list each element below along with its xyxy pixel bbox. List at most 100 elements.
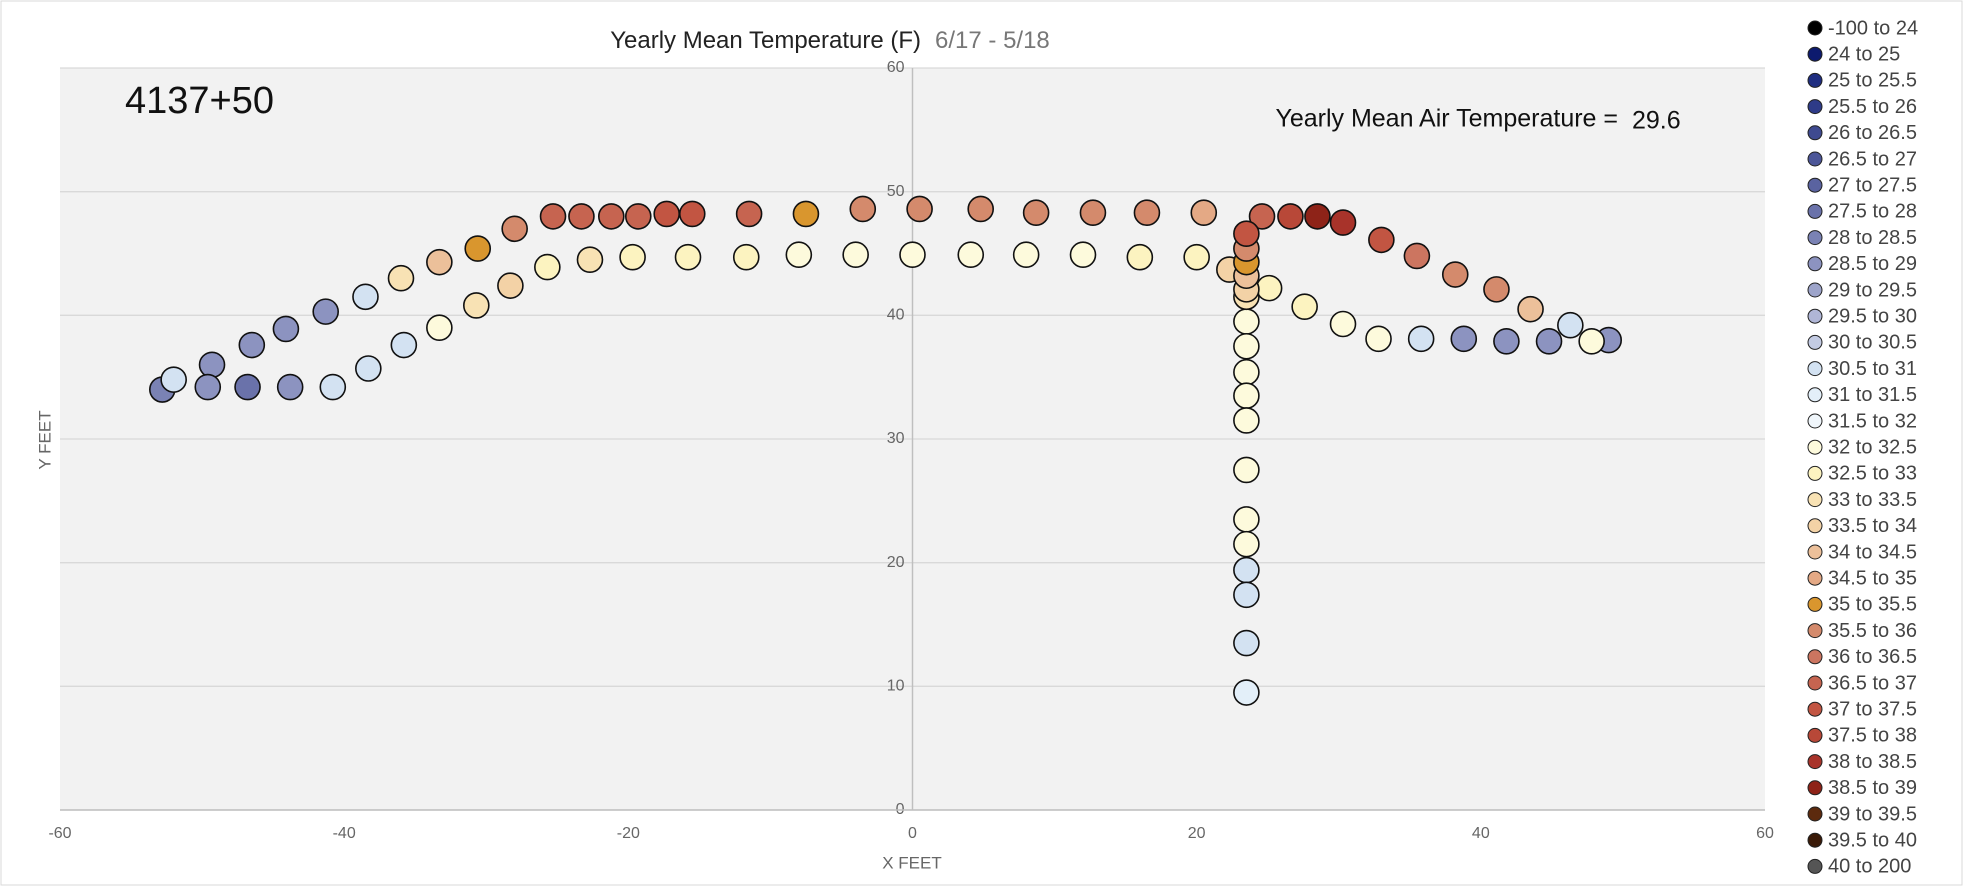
- chart-title: Yearly Mean Temperature (F) 6/17 - 5/18: [610, 27, 1050, 54]
- legend-label: 26.5 to 27: [1828, 148, 1917, 170]
- legend-marker: [1807, 858, 1823, 874]
- legend-label: 24 to 25: [1828, 43, 1900, 65]
- point: [1012, 241, 1040, 269]
- legend-label: 31 to 31.5: [1828, 384, 1917, 406]
- point: [1255, 274, 1283, 302]
- point: [497, 272, 524, 299]
- annotation: Yearly Mean Air Temperature =: [1275, 105, 1618, 133]
- legend-label: -100 to 24: [1828, 17, 1918, 39]
- legend-marker: [1807, 282, 1823, 298]
- legend-label: 32.5 to 33: [1828, 463, 1917, 485]
- legend-label: 29 to 29.5: [1828, 279, 1917, 301]
- point: [387, 264, 415, 292]
- legend-label: 37 to 37.5: [1828, 698, 1917, 720]
- legend-marker: [1807, 832, 1823, 848]
- legend-label: 35.5 to 36: [1828, 620, 1917, 642]
- point: [1517, 295, 1544, 323]
- legend-marker: [1807, 230, 1823, 246]
- x-tick-label: -60: [48, 825, 71, 842]
- legend-marker: [1807, 413, 1823, 429]
- point: [1233, 506, 1260, 533]
- point: [678, 200, 706, 228]
- point: [732, 243, 760, 271]
- legend-marker: [1807, 806, 1823, 822]
- x-tick-label: 20: [1188, 825, 1206, 842]
- point: [1493, 328, 1520, 355]
- legend-label: 25 to 25.5: [1828, 70, 1917, 92]
- point: [1233, 581, 1260, 609]
- legend-marker: [1807, 72, 1823, 88]
- legend-label: 33.5 to 34: [1828, 515, 1917, 537]
- legend-marker: [1807, 334, 1823, 350]
- point: [1126, 243, 1154, 271]
- legend-label: 27.5 to 28: [1828, 201, 1917, 223]
- point: [1407, 325, 1435, 353]
- point: [957, 241, 985, 269]
- point: [1557, 311, 1584, 339]
- point: [426, 248, 453, 276]
- point: [539, 203, 567, 230]
- legend-label: 34.5 to 35: [1828, 567, 1917, 589]
- point: [899, 241, 926, 269]
- point: [1535, 328, 1563, 355]
- point: [238, 331, 266, 359]
- point: [534, 253, 561, 281]
- point: [849, 195, 877, 223]
- legend-label: 39.5 to 40: [1828, 829, 1917, 851]
- point: [1233, 407, 1260, 434]
- legend-marker: [1807, 675, 1823, 691]
- legend-label: 37.5 to 38: [1828, 725, 1917, 747]
- legend-marker: [1807, 387, 1823, 403]
- point: [1069, 241, 1097, 269]
- point: [1233, 332, 1260, 360]
- legend-marker: [1807, 649, 1823, 665]
- legend-label: 31.5 to 32: [1828, 410, 1917, 432]
- point: [619, 243, 646, 271]
- legend-label: 30.5 to 31: [1828, 358, 1917, 380]
- y-tick-label: 50: [887, 183, 905, 200]
- point: [1248, 203, 1276, 230]
- point: [1233, 308, 1260, 335]
- legend-marker: [1807, 492, 1823, 508]
- point: [319, 373, 347, 401]
- y-tick-label: 10: [887, 678, 905, 695]
- point: [1365, 325, 1392, 353]
- legend-marker: [1807, 701, 1823, 717]
- x-tick-label: 60: [1756, 825, 1774, 842]
- legend-label: 34 to 34.5: [1828, 541, 1917, 563]
- point: [624, 203, 652, 230]
- legend-marker: [1807, 151, 1823, 167]
- point: [1291, 293, 1318, 320]
- legend-marker: [1807, 46, 1823, 62]
- legend-label: 32 to 32.5: [1828, 436, 1917, 458]
- legend-marker: [1807, 125, 1823, 141]
- point: [276, 373, 304, 401]
- point: [1403, 242, 1431, 270]
- point: [568, 203, 595, 230]
- point: [1233, 358, 1260, 386]
- point: [735, 200, 763, 228]
- point: [1079, 199, 1107, 226]
- legend-label: 36 to 36.5: [1828, 646, 1917, 668]
- legend-label: 28.5 to 29: [1828, 253, 1917, 275]
- legend-label: 38 to 38.5: [1828, 751, 1917, 773]
- legend-label: 27 to 27.5: [1828, 174, 1917, 196]
- y-tick-label: 60: [887, 59, 905, 76]
- point: [501, 215, 528, 243]
- y-axis-label: Y FEET: [35, 410, 54, 469]
- legend-marker: [1807, 518, 1823, 534]
- legend-marker: [1807, 20, 1823, 36]
- x-tick-label: -40: [333, 825, 356, 842]
- legend-marker: [1807, 203, 1823, 219]
- point: [463, 292, 490, 319]
- legend-marker: [1807, 465, 1823, 481]
- point: [272, 315, 300, 343]
- legend-marker: [1807, 99, 1823, 115]
- point: [842, 241, 869, 269]
- annotation: 4137+50: [125, 80, 274, 122]
- legend-label: 30 to 30.5: [1828, 332, 1917, 354]
- subtitle: 6/17 - 5/18: [935, 27, 1050, 54]
- title: Yearly Mean Temperature (F): [610, 27, 921, 54]
- point: [1233, 629, 1260, 657]
- point: [1450, 325, 1478, 353]
